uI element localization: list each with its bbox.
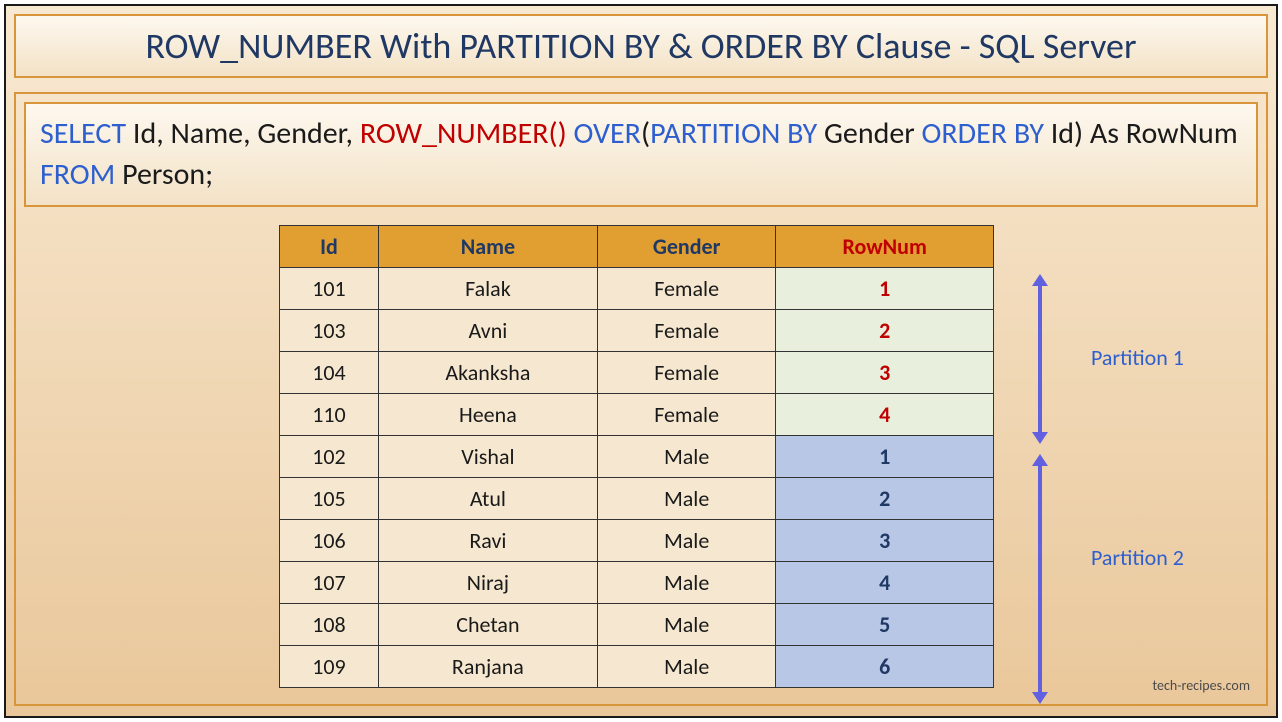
content-box: SELECT Id, Name, Gender, ROW_NUMBER() OV… bbox=[14, 92, 1268, 706]
cell-name: Akanksha bbox=[378, 352, 597, 394]
table-row: 110HeenaFemale4 bbox=[280, 394, 994, 436]
cell-name: Atul bbox=[378, 478, 597, 520]
cell-id: 101 bbox=[280, 268, 379, 310]
cell-gender: Female bbox=[597, 394, 776, 436]
sql-keyword-over: OVER bbox=[567, 115, 641, 152]
title-box: ROW_NUMBER With PARTITION BY & ORDER BY … bbox=[14, 14, 1268, 78]
credit-text: tech-recipes.com bbox=[1152, 677, 1250, 694]
cell-rownum: 1 bbox=[776, 436, 994, 478]
sql-keyword-select: SELECT bbox=[40, 115, 126, 152]
partition-1-label: Partition 1 bbox=[1091, 344, 1184, 371]
col-rownum: RowNum bbox=[776, 226, 994, 268]
partition-2-label: Partition 2 bbox=[1091, 544, 1184, 571]
cell-id: 107 bbox=[280, 562, 379, 604]
cell-name: Ranjana bbox=[378, 646, 597, 688]
sql-keyword-from: FROM bbox=[40, 156, 115, 193]
table-header-row: Id Name Gender RowNum bbox=[280, 226, 994, 268]
table-row: 106RaviMale3 bbox=[280, 520, 994, 562]
cell-name: Falak bbox=[378, 268, 597, 310]
result-table: Id Name Gender RowNum 101FalakFemale1103… bbox=[279, 225, 994, 688]
cell-rownum: 6 bbox=[776, 646, 994, 688]
table-row: 104AkankshaFemale3 bbox=[280, 352, 994, 394]
cell-gender: Male bbox=[597, 520, 776, 562]
cell-rownum: 2 bbox=[776, 310, 994, 352]
cell-name: Niraj bbox=[378, 562, 597, 604]
table-row: 101FalakFemale1 bbox=[280, 268, 994, 310]
table-row: 108ChetanMale5 bbox=[280, 604, 994, 646]
sql-columns: Id, Name, Gender, bbox=[126, 115, 360, 152]
cell-gender: Female bbox=[597, 268, 776, 310]
col-id: Id bbox=[280, 226, 379, 268]
table-row: 102VishalMale1 bbox=[280, 436, 994, 478]
cell-rownum: 5 bbox=[776, 604, 994, 646]
table-row: 107NirajMale4 bbox=[280, 562, 994, 604]
sql-partition-col: Gender bbox=[817, 115, 921, 152]
cell-rownum: 4 bbox=[776, 562, 994, 604]
table-body: 101FalakFemale1103AvniFemale2104Akanksha… bbox=[280, 268, 994, 688]
slide-container: ROW_NUMBER With PARTITION BY & ORDER BY … bbox=[4, 4, 1278, 718]
table-row: 105AtulMale2 bbox=[280, 478, 994, 520]
sql-keyword-orderby: ORDER BY bbox=[922, 115, 1044, 152]
cell-rownum: 3 bbox=[776, 520, 994, 562]
cell-gender: Male bbox=[597, 646, 776, 688]
cell-rownum: 3 bbox=[776, 352, 994, 394]
cell-id: 105 bbox=[280, 478, 379, 520]
cell-id: 104 bbox=[280, 352, 379, 394]
cell-id: 102 bbox=[280, 436, 379, 478]
cell-gender: Male bbox=[597, 604, 776, 646]
cell-gender: Male bbox=[597, 562, 776, 604]
sql-keyword-rownumber: ROW_NUMBER() bbox=[360, 115, 567, 152]
cell-name: Heena bbox=[378, 394, 597, 436]
table-row: 103AvniFemale2 bbox=[280, 310, 994, 352]
sql-paren: ( bbox=[641, 115, 650, 152]
sql-query-box: SELECT Id, Name, Gender, ROW_NUMBER() OV… bbox=[24, 102, 1258, 207]
cell-id: 109 bbox=[280, 646, 379, 688]
cell-name: Avni bbox=[378, 310, 597, 352]
cell-rownum: 4 bbox=[776, 394, 994, 436]
cell-gender: Female bbox=[597, 310, 776, 352]
sql-order-col: Id) As RowNum bbox=[1044, 115, 1238, 152]
cell-id: 108 bbox=[280, 604, 379, 646]
cell-gender: Male bbox=[597, 436, 776, 478]
cell-gender: Male bbox=[597, 478, 776, 520]
cell-rownum: 2 bbox=[776, 478, 994, 520]
cell-rownum: 1 bbox=[776, 268, 994, 310]
col-gender: Gender bbox=[597, 226, 776, 268]
partition-2-arrow bbox=[1038, 464, 1042, 694]
cell-name: Ravi bbox=[378, 520, 597, 562]
cell-name: Vishal bbox=[378, 436, 597, 478]
page-title: ROW_NUMBER With PARTITION BY & ORDER BY … bbox=[28, 24, 1254, 68]
partition-1-arrow bbox=[1038, 284, 1042, 434]
cell-id: 103 bbox=[280, 310, 379, 352]
cell-gender: Female bbox=[597, 352, 776, 394]
cell-name: Chetan bbox=[378, 604, 597, 646]
cell-id: 106 bbox=[280, 520, 379, 562]
result-table-wrap: Id Name Gender RowNum 101FalakFemale1103… bbox=[279, 225, 994, 688]
col-name: Name bbox=[378, 226, 597, 268]
cell-id: 110 bbox=[280, 394, 379, 436]
table-row: 109RanjanaMale6 bbox=[280, 646, 994, 688]
sql-table: Person; bbox=[115, 156, 213, 193]
sql-keyword-partitionby: PARTITION BY bbox=[650, 115, 817, 152]
